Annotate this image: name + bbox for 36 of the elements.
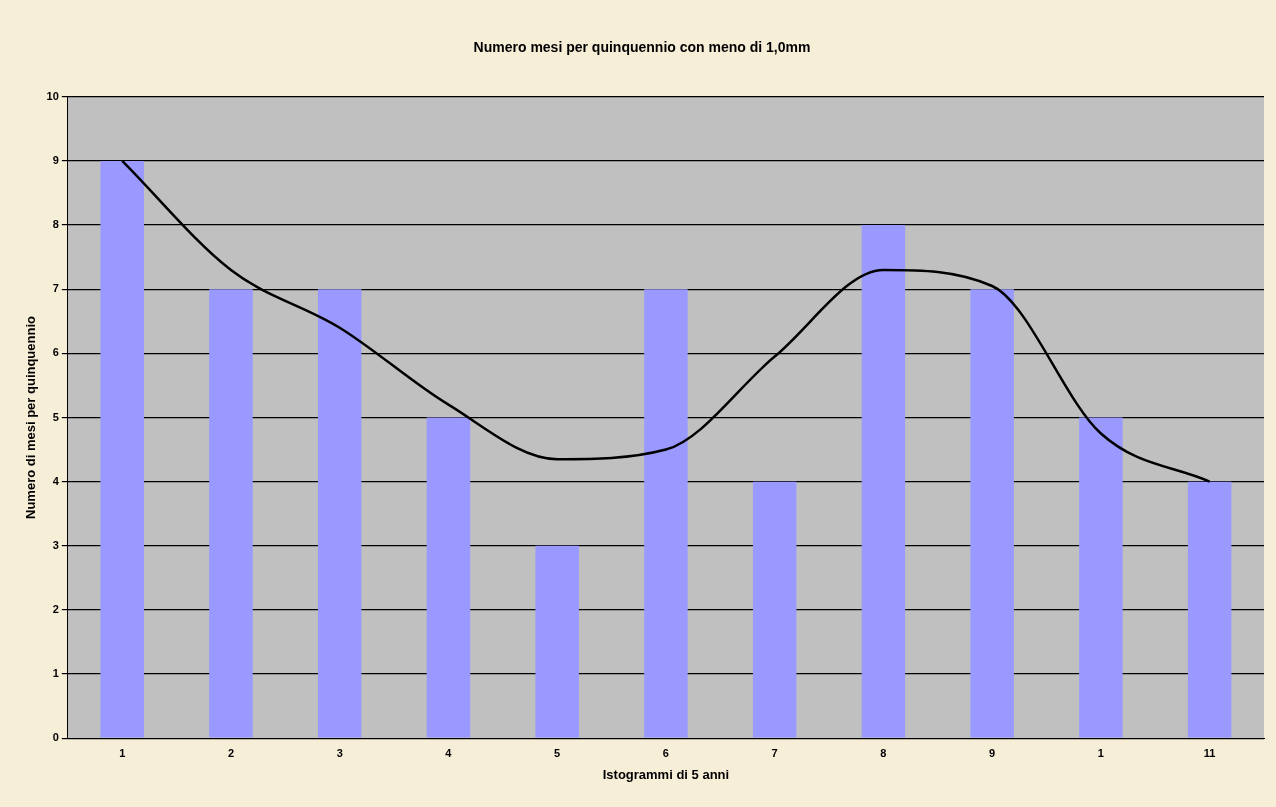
bar <box>209 289 253 738</box>
bar <box>644 289 688 738</box>
x-axis-title: Istogrammi di 5 anni <box>602 766 730 782</box>
x-tick-label: 11 <box>1203 746 1216 759</box>
y-tick-label: 4 <box>52 474 60 487</box>
y-tick-label: 2 <box>52 602 59 615</box>
y-tick-label: 7 <box>52 282 59 295</box>
bar <box>970 289 1014 738</box>
x-tick-label: 2 <box>227 746 235 759</box>
x-tick-label: 1 <box>1097 746 1104 759</box>
y-axis-title: Numero di mesi per quinquennio <box>23 315 39 519</box>
x-tick-label: 5 <box>554 746 561 759</box>
y-tick-label: 10 <box>46 89 59 102</box>
y-tick-label: 8 <box>52 218 59 231</box>
bar <box>535 545 579 738</box>
chart-title: Numero mesi per quinquennio con meno di 1,0mm <box>473 39 811 56</box>
x-tick-label: 7 <box>771 746 778 759</box>
y-tick-label: 3 <box>52 538 59 551</box>
y-tick-label: 5 <box>52 410 59 423</box>
y-tick-label: 0 <box>52 731 59 744</box>
x-tick-label: 3 <box>336 746 343 759</box>
x-tick-label: 6 <box>662 746 669 759</box>
x-tick-label: 4 <box>445 746 453 759</box>
y-tick-label: 1 <box>52 667 59 680</box>
bar <box>1079 417 1123 738</box>
bar <box>861 225 906 738</box>
bar <box>317 289 362 738</box>
y-tick-label: 6 <box>52 346 59 359</box>
bar <box>752 481 797 738</box>
y-tick-label: 9 <box>52 153 59 166</box>
bar <box>426 417 471 738</box>
bar <box>1187 481 1232 738</box>
x-tick-label: 9 <box>989 746 996 759</box>
x-tick-label: 1 <box>119 746 126 759</box>
x-tick-label: 8 <box>880 746 887 759</box>
bar <box>100 160 144 738</box>
